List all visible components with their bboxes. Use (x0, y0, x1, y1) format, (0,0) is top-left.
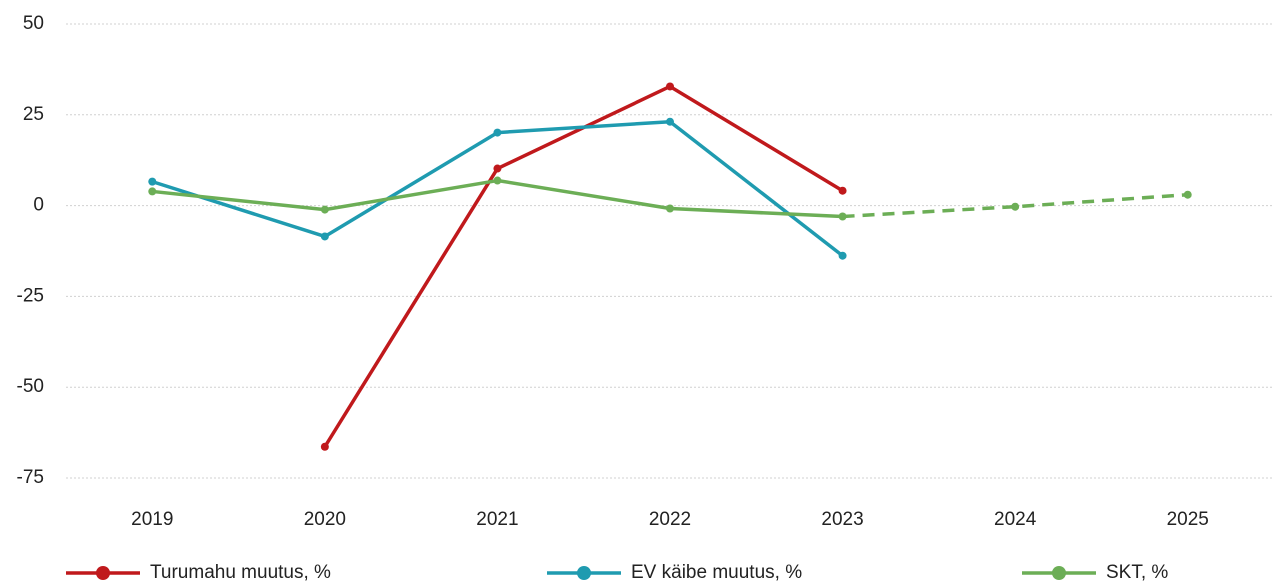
data-point (666, 82, 674, 91)
data-point (320, 232, 329, 241)
series-line (151, 119, 844, 258)
y-tick-label: 25 (23, 104, 44, 125)
x-tick-label: 2023 (821, 509, 863, 530)
x-tick-label: 2020 (304, 509, 346, 530)
series-line (323, 84, 844, 448)
data-point (148, 187, 157, 196)
data-point (493, 128, 502, 137)
x-tick-label: 2021 (476, 509, 518, 530)
data-point (838, 186, 847, 195)
legend-marker (96, 566, 110, 580)
legend-label: EV käibe muutus, % (631, 562, 802, 583)
y-tick-label: 50 (23, 13, 44, 34)
legend-marker (1052, 566, 1066, 580)
y-tick-label: -25 (17, 285, 44, 306)
data-point (148, 177, 157, 186)
data-point (320, 442, 329, 451)
y-tick-label: 0 (33, 195, 44, 216)
data-point (320, 205, 329, 214)
series-line (152, 178, 843, 219)
data-point (1011, 202, 1020, 211)
y-tick-label: -50 (17, 376, 44, 397)
x-tick-label: 2025 (1167, 509, 1209, 530)
data-point (666, 117, 674, 126)
data-point (1183, 190, 1192, 199)
legend-label: Turumahu muutus, % (150, 562, 331, 583)
legend-marker (577, 566, 591, 580)
x-tick-label: 2024 (994, 509, 1037, 530)
data-point (838, 212, 847, 221)
data-point (493, 176, 502, 185)
series-line (842, 192, 1188, 219)
legend-label: SKT, % (1106, 562, 1168, 583)
data-point (666, 204, 674, 213)
data-point (493, 164, 502, 173)
data-point (838, 251, 847, 260)
x-tick-label: 2022 (649, 509, 691, 530)
y-tick-label: -75 (17, 467, 44, 488)
x-tick-label: 2019 (131, 509, 173, 530)
